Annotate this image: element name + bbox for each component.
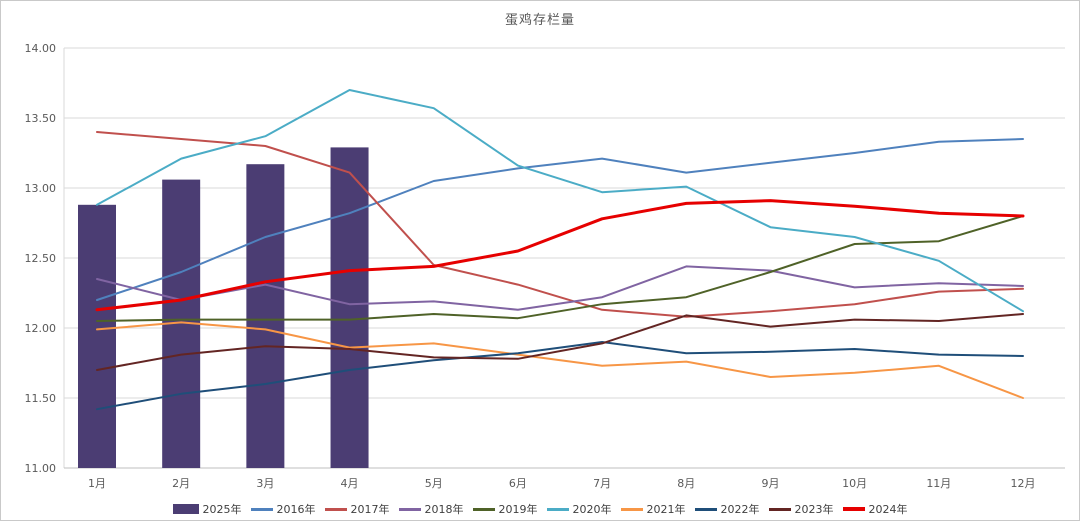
x-axis-tick-label: 7月 <box>593 477 611 490</box>
legend-line-swatch <box>694 507 717 511</box>
legend-label: 2024年 <box>868 503 908 516</box>
y-axis-tick-label: 14.00 <box>25 42 57 55</box>
legend-item-2021年: 2021年 <box>620 501 686 517</box>
legend-label: 2023年 <box>794 503 834 516</box>
line-series-2024年 <box>95 199 1025 312</box>
legend-item-2025年: 2025年 <box>172 501 242 517</box>
legend-line-swatch <box>620 507 643 511</box>
legend-item-2023年: 2023年 <box>768 501 834 517</box>
legend-line-swatch <box>768 507 791 511</box>
x-axis-tick-label: 11月 <box>926 477 951 490</box>
line-series-2016年 <box>96 138 1024 301</box>
legend-item-2019年: 2019年 <box>472 501 538 517</box>
y-axis-tick-label: 12.50 <box>25 252 57 265</box>
line-series-2023年 <box>96 313 1024 371</box>
x-axis-tick-label: 2月 <box>172 477 190 490</box>
line-series-2022年 <box>96 341 1024 411</box>
x-axis-tick-label: 9月 <box>761 477 779 490</box>
legend-label: 2020年 <box>572 503 612 516</box>
line-series-2020年 <box>96 89 1024 313</box>
legend-line-swatch <box>472 507 495 511</box>
bar-1月 <box>78 204 116 469</box>
x-axis-tick-label: 6月 <box>509 477 527 490</box>
line-series-2021年 <box>96 321 1024 399</box>
y-axis-tick-label: 13.00 <box>25 182 57 195</box>
legend-item-2024年: 2024年 <box>842 501 908 517</box>
legend-label: 2017年 <box>350 503 390 516</box>
line-series-2018年 <box>96 265 1024 311</box>
x-axis-tick-label: 5月 <box>425 477 443 490</box>
x-axis-tick-label: 4月 <box>341 477 359 490</box>
legend-label: 2019年 <box>498 503 538 516</box>
legend-line-swatch <box>546 507 569 511</box>
bar-4月 <box>330 147 369 468</box>
bar-3月 <box>246 164 285 468</box>
legend-item-2018年: 2018年 <box>398 501 464 517</box>
x-axis-tick-label: 8月 <box>677 477 695 490</box>
legend-label: 2021年 <box>646 503 686 516</box>
legend-label: 2022年 <box>720 503 760 516</box>
legend-item-2022年: 2022年 <box>694 501 760 517</box>
legend: 2025年 2016年 2017年 2018年 2019年 2020年 2021年 2022年… <box>1 501 1079 517</box>
y-axis-tick-label: 11.50 <box>25 392 57 405</box>
legend-label: 2025年 <box>202 503 242 516</box>
legend-item-2016年: 2016年 <box>250 501 316 517</box>
legend-item-2020年: 2020年 <box>546 501 612 517</box>
x-axis-tick-label: 10月 <box>842 477 867 490</box>
line-series-2019年 <box>96 215 1024 322</box>
legend-label: 2016年 <box>276 503 316 516</box>
legend-item-2017年: 2017年 <box>324 501 390 517</box>
legend-line-swatch <box>250 507 273 511</box>
x-axis-tick-label: 3月 <box>256 477 274 490</box>
y-axis-tick-label: 11.00 <box>25 462 57 475</box>
x-axis-tick-label: 12月 <box>1011 477 1036 490</box>
chart-title: 蛋鸡存栏量 <box>504 13 575 28</box>
legend-line-swatch <box>324 507 347 511</box>
y-axis-tick-label: 13.50 <box>25 112 57 125</box>
y-axis-tick-label: 12.00 <box>25 322 57 335</box>
legend-bar-swatch <box>172 504 199 514</box>
x-axis-tick-label: 1月 <box>88 477 106 490</box>
line-series-2017年 <box>96 131 1024 318</box>
legend-line-swatch <box>842 507 865 511</box>
legend-label: 2018年 <box>424 503 464 516</box>
legend-line-swatch <box>398 507 421 511</box>
